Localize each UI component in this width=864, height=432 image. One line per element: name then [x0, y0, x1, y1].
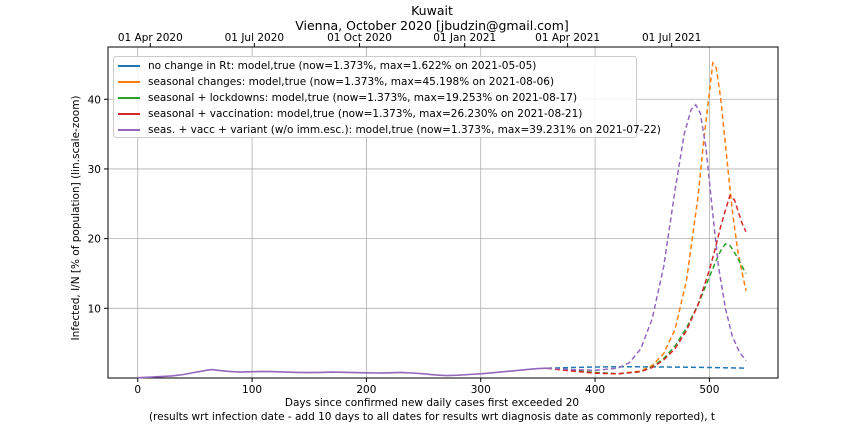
series-line-0 [546, 365, 747, 369]
top-axis-tick-label: 01 Jul 2020 [225, 32, 284, 44]
legend-item-no-change: no change in Rt: model,true (now=1.373%,… [118, 58, 536, 74]
y-tick-label: 10 [88, 303, 101, 315]
y-tick-label: 20 [88, 234, 101, 246]
top-axis-tick-label: 01 Jan 2021 [433, 32, 496, 44]
series-line-3 [546, 193, 747, 375]
series-line-2 [546, 242, 747, 375]
x-axis-label-note: (results wrt infection date - add 10 day… [148, 411, 716, 423]
legend-label-seasonal: seasonal changes: model,true (now=1.373%… [148, 76, 555, 88]
top-axis-tick-label: 01 Oct 2020 [327, 32, 392, 44]
legend-item-variant: seas. + vacc + variant (w/o imm.esc.): m… [118, 122, 661, 138]
legend-label-variant: seas. + vacc + variant (w/o imm.esc.): m… [148, 124, 661, 136]
legend-swatch-vaccination [118, 113, 140, 115]
legend-label-no-change: no change in Rt: model,true (now=1.373%,… [148, 60, 537, 72]
legend-label-vaccination: seasonal + vaccination: model,true (now=… [148, 108, 583, 120]
x-tick-label: 400 [585, 384, 605, 396]
legend-item-lockdowns: seasonal + lockdowns: model,true (now=1.… [118, 90, 577, 106]
x-tick-label: 100 [242, 384, 262, 396]
top-axis-tick-label: 01 Apr 2020 [118, 32, 183, 44]
series-line-4 [546, 103, 747, 372]
y-tick-label: 30 [88, 164, 101, 176]
x-axis-label: Days since confirmed new daily cases fir… [284, 397, 580, 409]
legend-label-lockdowns: seasonal + lockdowns: model,true (now=1.… [148, 92, 578, 104]
legend-swatch-variant [118, 129, 140, 131]
y-axis-label: Infected, I/N [% of population] (lin.sca… [70, 95, 82, 341]
x-tick-label: 200 [356, 384, 376, 396]
x-tick-label: 300 [471, 384, 491, 396]
top-axis-tick-label: 01 Jul 2021 [642, 32, 701, 44]
legend-swatch-lockdowns [118, 97, 140, 99]
chart-legend: no change in Rt: model,true (now=1.373%,… [113, 56, 661, 138]
chart-title: Kuwait [411, 3, 453, 18]
top-axis-tick-label: 01 Apr 2021 [535, 32, 600, 44]
legend-item-seasonal: seasonal changes: model,true (now=1.373%… [118, 74, 554, 90]
legend-swatch-seasonal [118, 81, 140, 83]
y-tick-label: 40 [88, 94, 101, 106]
series-line-1 [546, 60, 747, 375]
history-line [137, 367, 548, 379]
x-tick-label: 500 [699, 384, 719, 396]
legend-swatch-no-change [118, 65, 140, 67]
x-tick-label: 0 [134, 384, 141, 396]
plot-frame [107, 46, 779, 379]
chart-subtitle: Vienna, October 2020 [jbudzin@gmail.com] [295, 18, 569, 33]
legend-item-vaccination: seasonal + vaccination: model,true (now=… [118, 106, 582, 122]
